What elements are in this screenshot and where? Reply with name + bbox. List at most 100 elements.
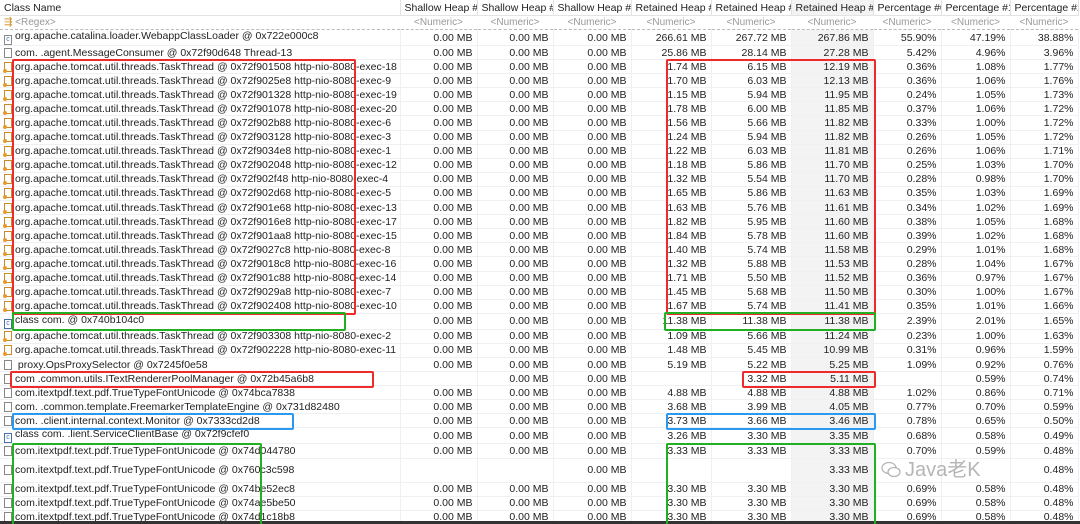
table-row[interactable]: com.itextpdf.text.pdf.TrueTypeFontUnicod… (0, 482, 1079, 497)
value-cell: 0.31% (873, 343, 942, 358)
value-cell: 3.33 MB (711, 443, 792, 459)
table-row[interactable]: com.itextpdf.text.pdf.TrueTypeFontUnicod… (0, 496, 1079, 511)
value-cell: 0.00 MB (477, 357, 554, 373)
value-cell: 0.48% (1010, 496, 1079, 511)
table-row[interactable]: org.apache.tomcat.util.threads.TaskThrea… (0, 172, 1079, 187)
thread-icon (3, 132, 12, 144)
column-header-0[interactable]: Class Name (0, 0, 401, 16)
table-row[interactable]: com.itextpdf.text.pdf.TrueTypeFontUnicod… (0, 385, 1079, 401)
class-name-cell: org.apache.tomcat.util.threads.TaskThrea… (0, 158, 401, 173)
class-name: org.apache.tomcat.util.threads.TaskThrea… (15, 187, 392, 200)
value-cell: 0.92% (941, 357, 1011, 373)
table-row[interactable]: org.apache.tomcat.util.threads.TaskThrea… (0, 59, 1079, 75)
value-cell: 3.96% (1010, 45, 1079, 61)
thread-icon (3, 345, 12, 357)
value-cell: 267.86 MB (791, 29, 874, 46)
filter-placeholder: <Numeric> (567, 17, 617, 28)
table-row[interactable]: org.apache.tomcat.util.threads.TaskThrea… (0, 329, 1079, 344)
bottom-border (0, 521, 1080, 524)
watermark: Java老K (881, 459, 981, 481)
value-cell: 0.00 MB (553, 427, 632, 445)
value-cell: 11.52 MB (791, 271, 874, 286)
column-header-8[interactable]: Percentage #1 (941, 0, 1011, 16)
value-cell: 5.50 MB (711, 271, 792, 286)
numeric-filter-input[interactable]: <Numeric> (791, 15, 873, 30)
table-row[interactable]: org.apache.tomcat.util.threads.TaskThrea… (0, 158, 1079, 173)
value-cell (477, 458, 554, 483)
numeric-filter-input[interactable]: <Numeric> (1010, 15, 1078, 30)
table-row[interactable]: org.apache.tomcat.util.threads.TaskThrea… (0, 271, 1079, 286)
value-cell: 0.00 MB (477, 87, 554, 103)
value-cell: 5.94 MB (711, 130, 792, 145)
numeric-filter-input[interactable]: <Numeric> (711, 15, 791, 30)
value-cell: 0.00 MB (553, 144, 632, 159)
value-cell: 0.00 MB (400, 200, 478, 216)
value-cell: 0.24% (873, 87, 942, 103)
table-row[interactable]: org.apache.tomcat.util.threads.TaskThrea… (0, 285, 1079, 300)
column-header-2[interactable]: Shallow Heap #1 (477, 0, 554, 16)
regex-filter-input[interactable]: ⇶ <Regex> (0, 15, 400, 30)
table-row[interactable]: org.apache.tomcat.util.threads.TaskThrea… (0, 343, 1079, 358)
table-row[interactable]: org.apache.tomcat.util.threads.TaskThrea… (0, 186, 1079, 202)
table-row[interactable]: proxy.OpsProxySelector @ 0x7245f0e58 0.00… (0, 357, 1079, 373)
column-header-5[interactable]: Retained Heap #1 (711, 0, 792, 16)
class-name: com.itextpdf.text.pdf.TrueTypeFontUnicod… (15, 483, 295, 496)
table-row[interactable]: org.apache.tomcat.util.threads.TaskThrea… (0, 299, 1079, 314)
value-cell: 5.68 MB (711, 285, 792, 300)
value-cell: 3.26 MB (631, 427, 712, 445)
value-cell: 1.02% (873, 385, 942, 401)
table-row[interactable]: com .common.utils.ITextRendererPoolManag… (0, 371, 1079, 387)
class-name-cell: org.apache.tomcat.util.threads.TaskThrea… (0, 285, 401, 300)
table-row[interactable]: com. .client.internal.context.Monitor @ … (0, 413, 1079, 429)
numeric-filter-input[interactable]: <Numeric> (631, 15, 711, 30)
table-row[interactable]: org.apache.tomcat.util.threads.TaskThrea… (0, 144, 1079, 159)
table-row[interactable]: c org.apache.catalina.loader.WebappClassL… (0, 29, 1079, 46)
table-row[interactable]: org.apache.tomcat.util.threads.TaskThrea… (0, 73, 1079, 89)
table-row[interactable]: org.apache.tomcat.util.threads.TaskThrea… (0, 256, 1079, 272)
value-cell: 0.00 MB (477, 130, 554, 145)
table-row[interactable]: com.itextpdf.text.pdf.TrueTypeFontUnicod… (0, 510, 1079, 524)
column-header-1[interactable]: Shallow Heap #0 (400, 0, 478, 16)
thread-icon (3, 244, 12, 256)
table-row[interactable]: c class com. @ 0x740b104c0 0.00 MB 0.00 MB 0… (0, 313, 1079, 330)
table-row[interactable]: com.itextpdf.text.pdf.TrueTypeFontUnicod… (0, 458, 1079, 483)
column-header-6[interactable]: Retained Heap #2 (791, 0, 874, 16)
value-cell (400, 458, 478, 483)
column-header-9[interactable]: Percentage #2 (1010, 0, 1079, 16)
value-cell: 0.00 MB (553, 130, 632, 145)
value-cell: 11.38 MB (791, 313, 874, 330)
value-cell: 1.76% (1010, 73, 1079, 89)
table-row[interactable]: org.apache.tomcat.util.threads.TaskThrea… (0, 242, 1079, 258)
table-row[interactable]: com.itextpdf.text.pdf.TrueTypeFontUnicod… (0, 443, 1079, 459)
table-row[interactable]: com. .agent.MessageConsumer @ 0x72f90d64… (0, 45, 1079, 61)
table-row[interactable]: org.apache.tomcat.util.threads.TaskThrea… (0, 228, 1079, 244)
table-row[interactable]: org.apache.tomcat.util.threads.TaskThrea… (0, 214, 1079, 230)
table-row[interactable]: com. .common.template.FreemarkerTemplate… (0, 399, 1079, 415)
table-row[interactable]: c class com. .lient.ServiceClientBase @ 0… (0, 427, 1079, 445)
file-icon (4, 47, 12, 58)
value-cell: 1.45 MB (631, 285, 712, 300)
numeric-filter-input[interactable]: <Numeric> (553, 15, 631, 30)
value-cell: 3.30 MB (711, 427, 792, 445)
table-row[interactable]: org.apache.tomcat.util.threads.TaskThrea… (0, 200, 1079, 216)
value-cell: 0.00 MB (553, 101, 632, 117)
column-header-4[interactable]: Retained Heap #0 (631, 0, 712, 16)
class-name-cell: c class com. .lient.ServiceClientBase @ 0… (0, 427, 401, 445)
value-cell: 0.00 MB (477, 256, 554, 272)
value-cell: 3.30 MB (791, 496, 874, 511)
table-row[interactable]: org.apache.tomcat.util.threads.TaskThrea… (0, 87, 1079, 103)
value-cell: 0.00 MB (477, 214, 554, 230)
table-row[interactable]: org.apache.tomcat.util.threads.TaskThrea… (0, 115, 1079, 131)
numeric-filter-input[interactable]: <Numeric> (873, 15, 941, 30)
table-row[interactable]: org.apache.tomcat.util.threads.TaskThrea… (0, 130, 1079, 145)
numeric-filter-input[interactable]: <Numeric> (477, 15, 553, 30)
value-cell: 1.68% (1010, 242, 1079, 258)
value-cell: 5.66 MB (711, 329, 792, 344)
table-row[interactable]: org.apache.tomcat.util.threads.TaskThrea… (0, 101, 1079, 117)
numeric-filter-input[interactable]: <Numeric> (941, 15, 1010, 30)
numeric-filter-input[interactable]: <Numeric> (400, 15, 477, 30)
column-header-3[interactable]: Shallow Heap #2 (553, 0, 632, 16)
value-cell: 0.48% (1010, 458, 1079, 483)
value-cell: 1.71 MB (631, 271, 712, 286)
column-header-7[interactable]: Percentage #0 (873, 0, 942, 16)
